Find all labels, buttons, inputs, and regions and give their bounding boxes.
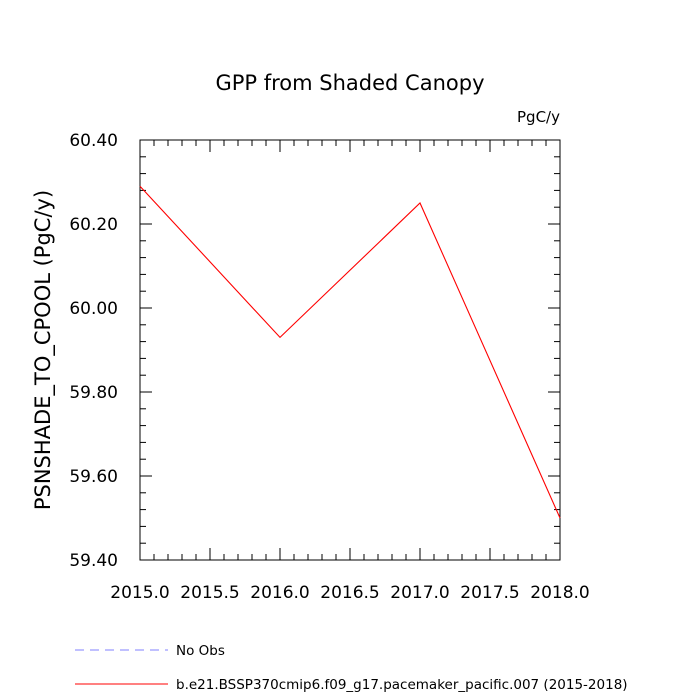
x-tick-label: 2016.0	[250, 583, 309, 603]
x-tick-label: 2015.5	[180, 583, 239, 603]
plot-frame	[139, 139, 561, 561]
y-tick-label: 60.20	[69, 215, 118, 235]
x-tick-label: 2015.0	[110, 583, 169, 603]
units-label: PgC/y	[517, 108, 560, 126]
x-tick-label: 2018.0	[530, 583, 589, 603]
y-tick-label: 59.80	[69, 383, 118, 403]
y-axis-label: PSNSHADE_TO_CPOOL (PgC/y)	[31, 190, 56, 510]
y-tick-label: 59.40	[69, 551, 118, 571]
y-tick-label: 60.40	[69, 131, 118, 151]
legend: No Obs b.e21.BSSP370cmip6.f09_g17.pacemak…	[75, 643, 628, 693]
x-tick-label: 2016.5	[320, 583, 379, 603]
legend-label: b.e21.BSSP370cmip6.f09_g17.pacemaker_pac…	[176, 677, 628, 693]
legend-label: No Obs	[176, 643, 225, 659]
plot-area: 2015.0 2015.5 2016.0 2016.5 2017.0 2017.5 2018…	[69, 131, 589, 603]
y-tick-label: 59.60	[69, 467, 118, 487]
series-line	[139, 185, 561, 519]
x-tick-label: 2017.5	[460, 583, 519, 603]
y-tick-label: 60.00	[69, 299, 118, 319]
x-tick-label: 2017.0	[390, 583, 449, 603]
chart-title: GPP from Shaded Canopy	[215, 71, 484, 95]
